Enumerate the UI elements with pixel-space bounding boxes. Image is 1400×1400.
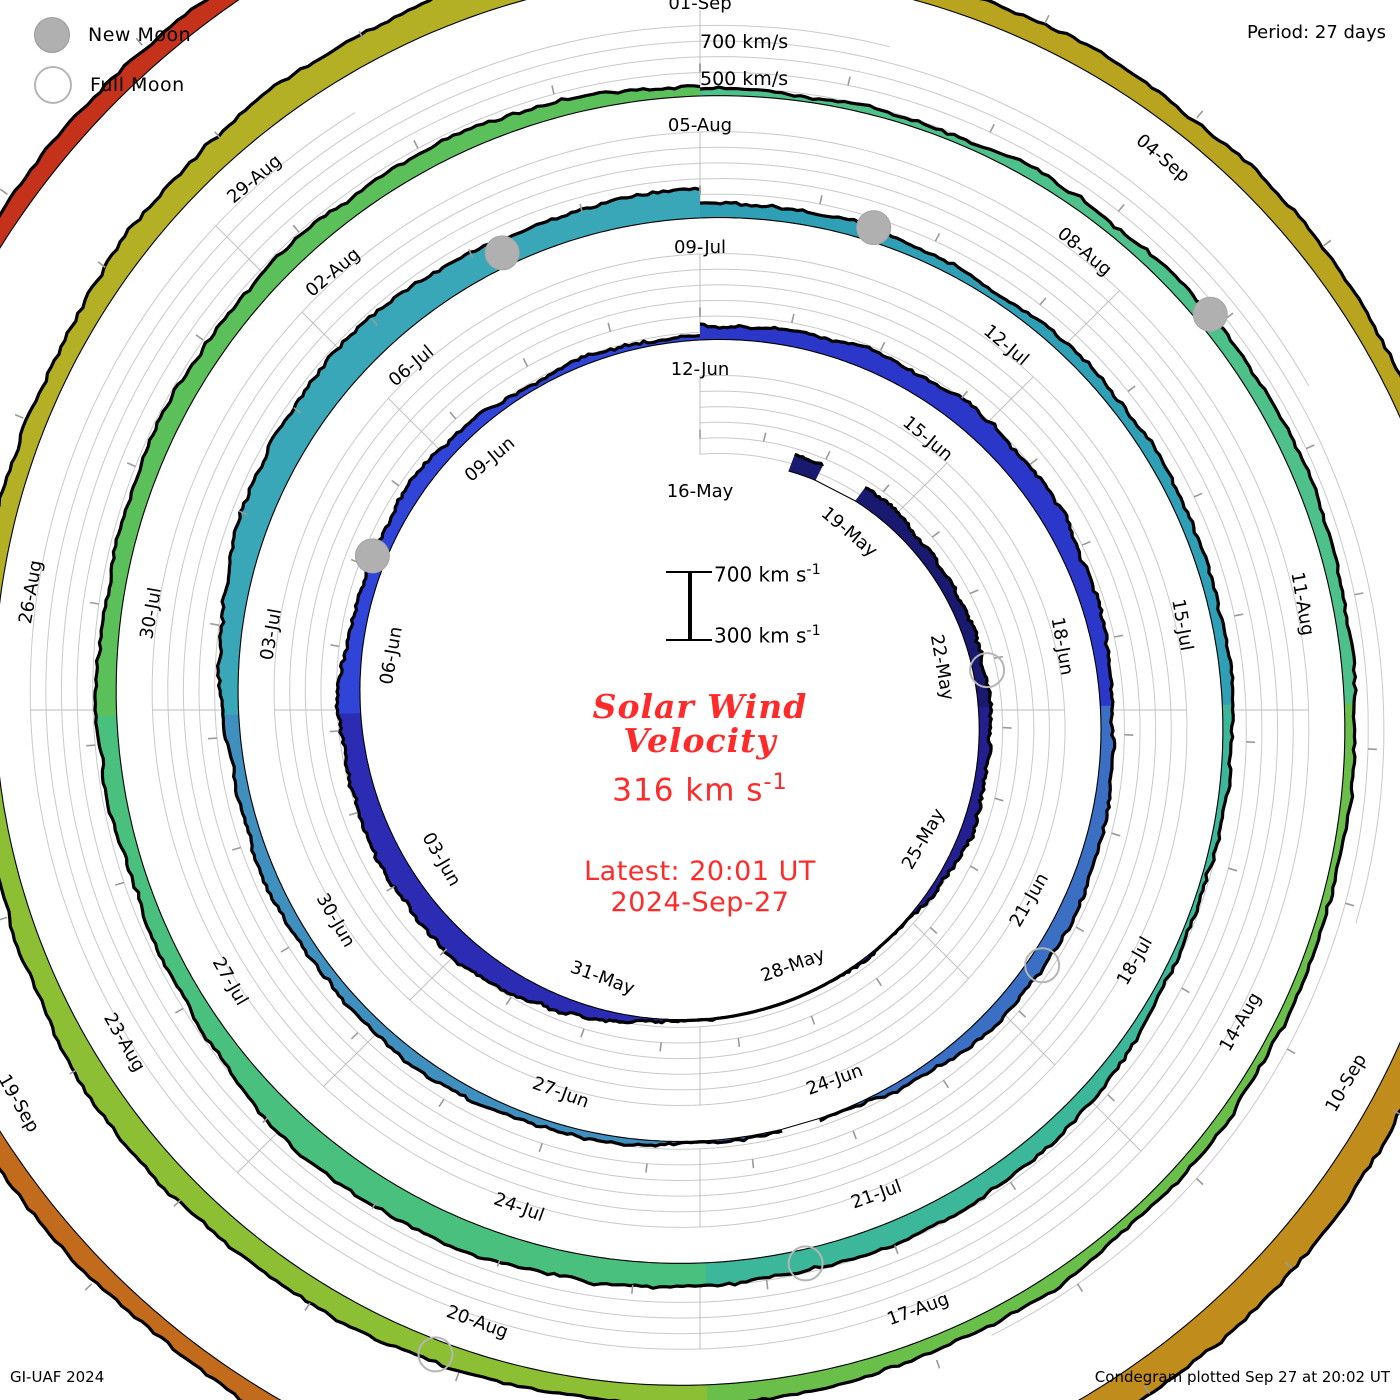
date-label: 01-Sep (668, 0, 731, 14)
date-label: 16-May (667, 481, 734, 502)
date-label: 09-Jun (461, 433, 519, 487)
date-label: 30-Jul (136, 586, 166, 641)
full-moon-icon (34, 66, 72, 104)
scale-bar-high-exponent: -1 (806, 562, 821, 578)
date-label: 12-Jul (979, 321, 1032, 371)
legend-label-new-moon: New Moon (88, 24, 192, 46)
date-label: 03-Jun (418, 829, 465, 890)
date-label: 22-May (926, 633, 958, 703)
full-moon-icon (787, 1245, 824, 1282)
date-label: 21-Jun (1006, 869, 1053, 930)
footer-plot-time: Condegram plotted Sep 27 at 20:02 UT (1094, 1368, 1390, 1386)
radial-axis-label-500: 500 km/s (700, 68, 789, 90)
new-moon-icon (484, 235, 520, 271)
scale-bar-low-value: 300 km s (714, 623, 807, 648)
date-label: 05-Aug (668, 115, 732, 136)
date-label: 11-Aug (1286, 570, 1318, 637)
date-label: 12-Jun (671, 359, 730, 380)
date-label: 14-Aug (1215, 989, 1265, 1055)
date-label: 28-May (758, 944, 828, 987)
date-label: 06-Jun (376, 625, 407, 686)
new-moon-icon (1192, 296, 1228, 332)
date-label: 19-Sep (0, 1071, 43, 1136)
full-moon-icon (969, 652, 1006, 689)
date-label: 24-Jul (491, 1189, 547, 1227)
moon-markers (354, 210, 1228, 1373)
scale-bar (666, 571, 712, 641)
new-moon-icon (34, 17, 70, 53)
date-label: 26-Aug (15, 559, 47, 626)
full-moon-icon (1024, 947, 1061, 984)
date-label: 18-Jun (1047, 616, 1078, 677)
scale-bar-low-exponent: -1 (806, 623, 821, 639)
date-label: 31-May (568, 957, 638, 1000)
date-label: 23-Aug (99, 1009, 149, 1075)
date-label: 18-Jul (1113, 933, 1157, 989)
new-moon-icon (354, 538, 390, 574)
radial-axis-label-700: 700 km/s (700, 31, 789, 53)
date-label: 03-Jul (256, 607, 286, 662)
footer-credit: GI-UAF 2024 (10, 1368, 105, 1386)
scale-bar-label-high: 700 km s-1 (714, 562, 821, 587)
date-label: 30-Jun (312, 890, 359, 951)
date-label: 06-Jul (385, 341, 438, 391)
legend-label-full-moon: Full Moon (90, 74, 185, 96)
date-label: 27-Jul (208, 954, 252, 1010)
date-label: 27-Jun (530, 1073, 592, 1113)
scale-bar-high-value: 700 km s (714, 562, 807, 587)
period-label: Period: 27 days (1246, 22, 1386, 43)
date-label: 15-Jun (898, 412, 956, 466)
date-label: 25-May (898, 805, 950, 873)
legend-item-full-moon: Full Moon (26, 60, 306, 110)
date-label: 15-Jul (1167, 598, 1197, 653)
scale-bar-label-low: 300 km s-1 (714, 623, 821, 648)
legend-item-new-moon: New Moon (26, 10, 306, 60)
date-label: 09-Jul (674, 237, 726, 258)
moon-legend: New Moon Full Moon (26, 10, 306, 110)
full-moon-icon (417, 1336, 454, 1373)
date-label: 17-Aug (884, 1288, 951, 1330)
date-label: 10-Sep (1321, 1050, 1371, 1115)
new-moon-icon (856, 210, 892, 246)
date-label: 21-Jul (848, 1176, 904, 1214)
